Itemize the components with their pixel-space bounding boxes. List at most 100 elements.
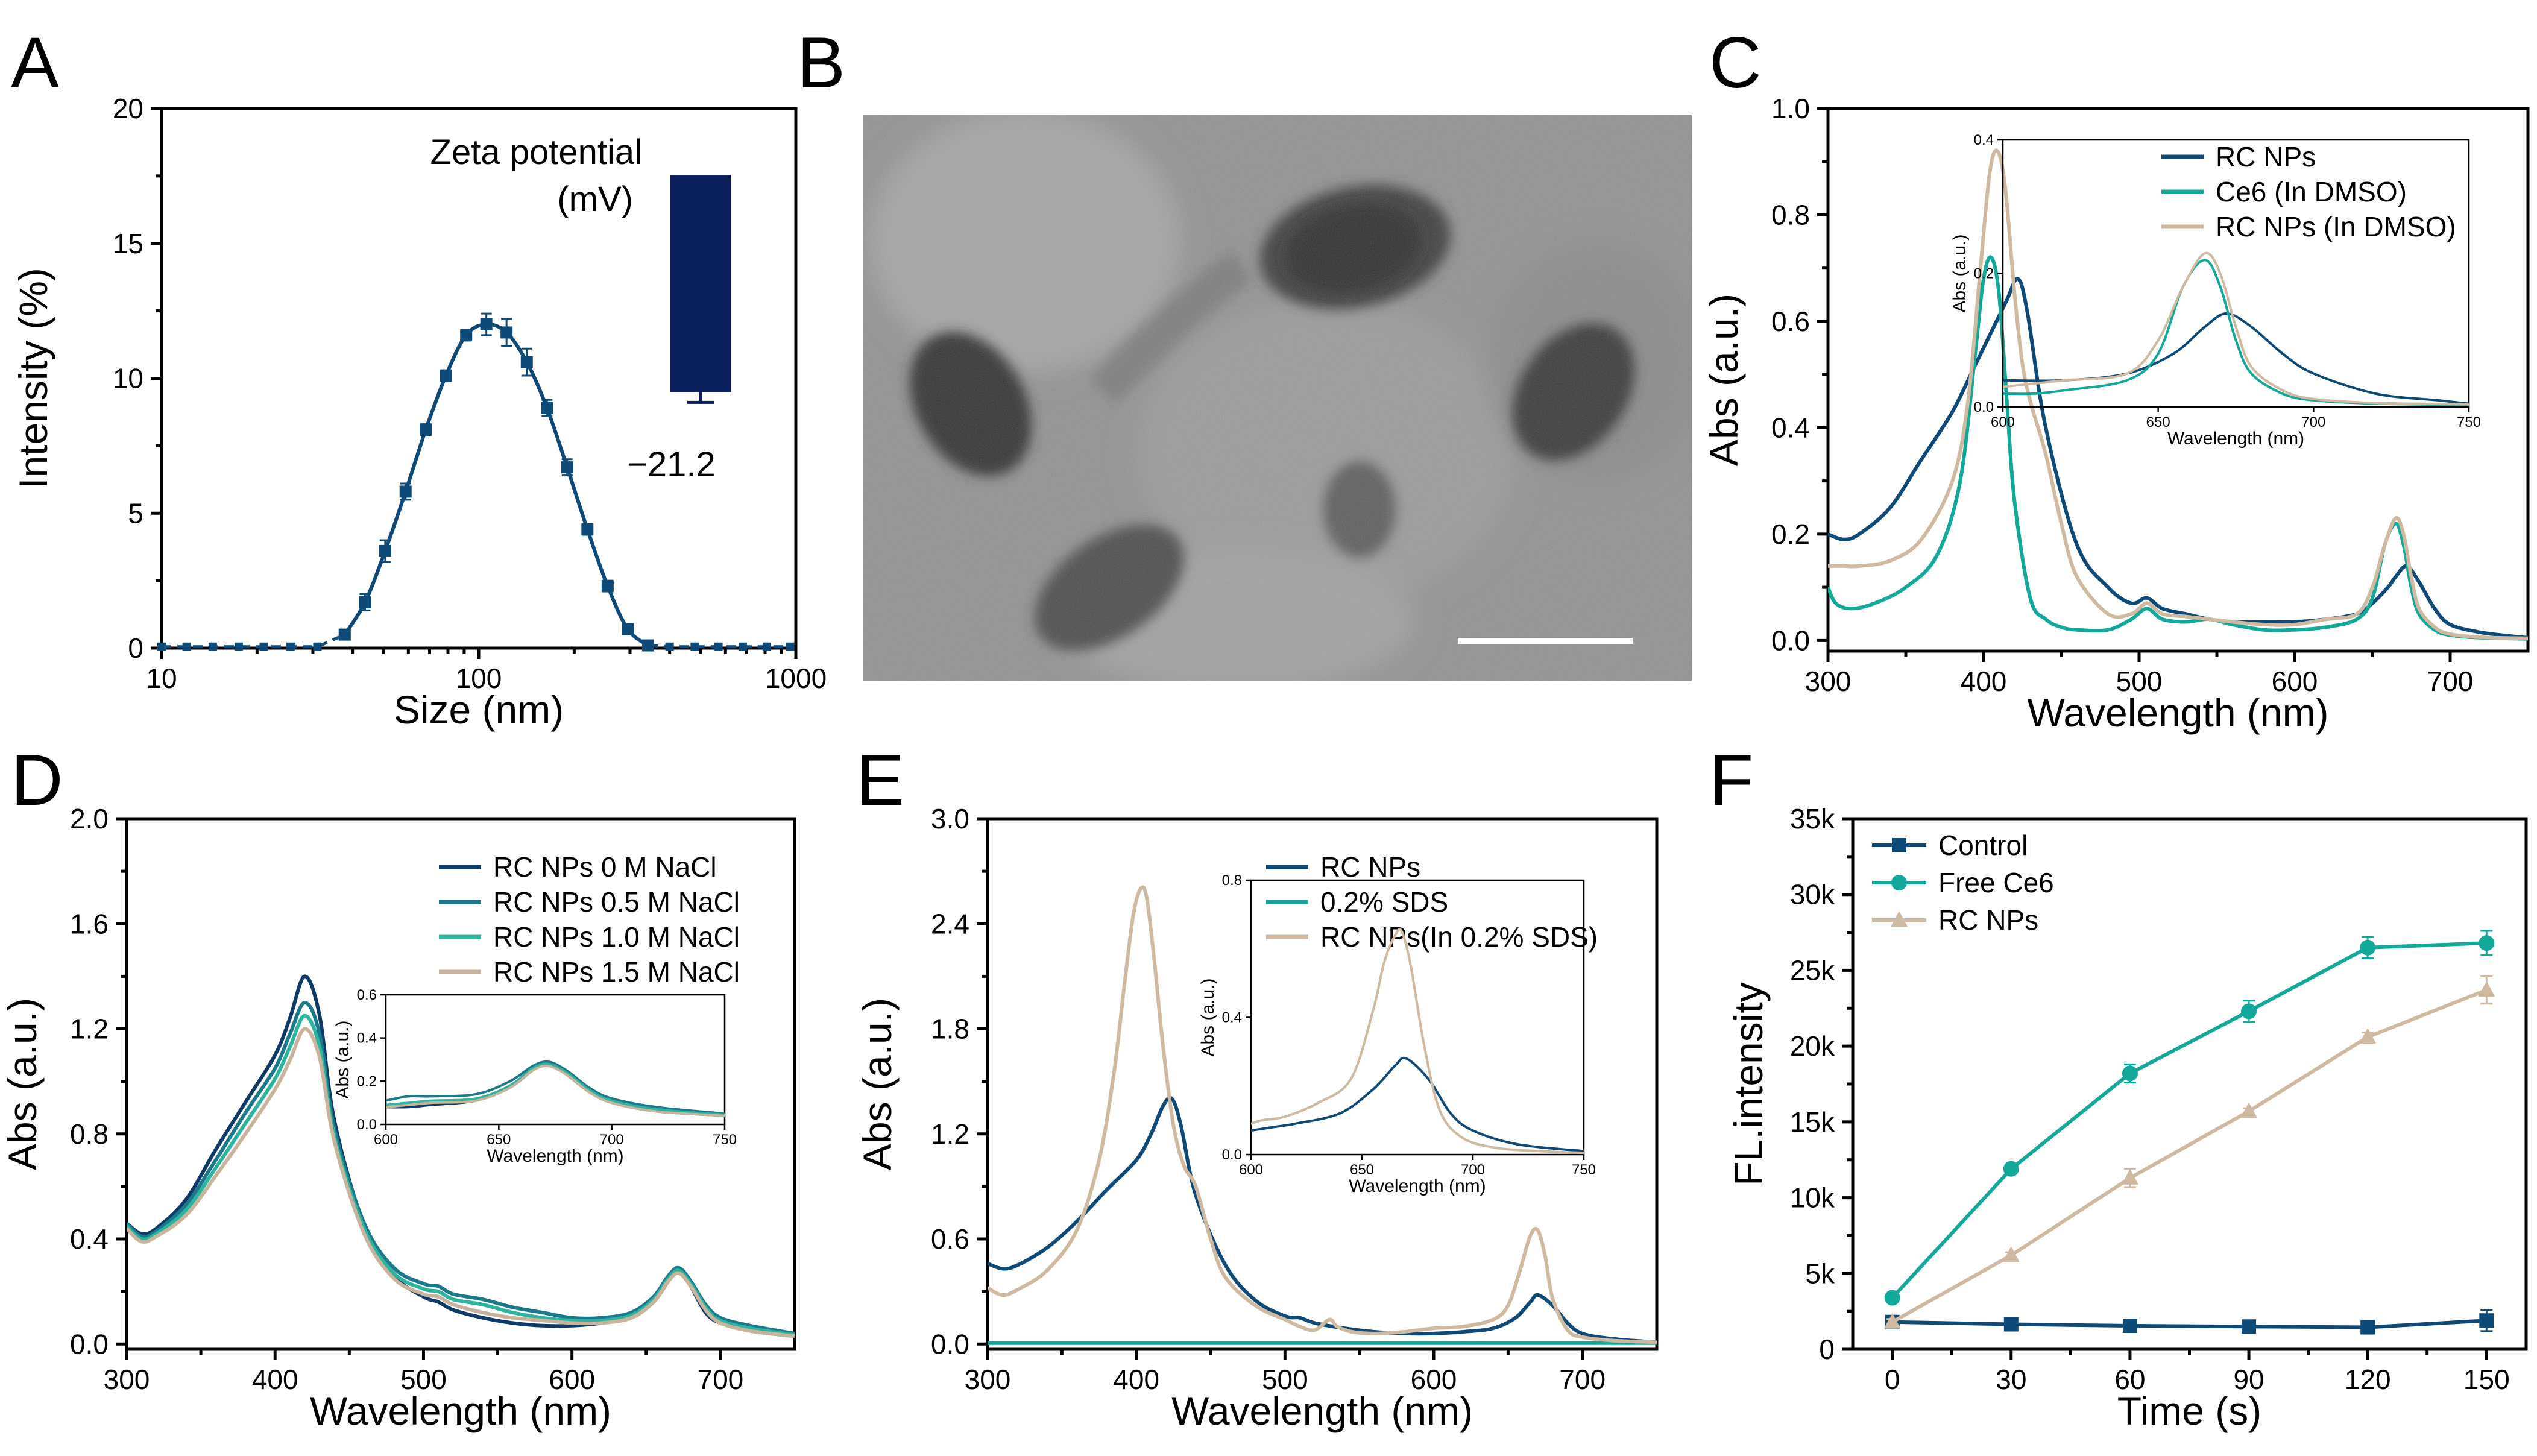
x-axis-title: Wavelength (nm) [1349, 1176, 1486, 1196]
y-tick-label: 0.6 [357, 987, 377, 1003]
zeta-title-line1: Zeta potential [430, 133, 642, 172]
chart-c-uv-vis: 300 400 500 600 700 0.0 0.2 0.4 0.6 0.8 1.0 Wavelen… [1701, 93, 2530, 735]
x-axis-title: Size (nm) [394, 687, 564, 732]
x-tick-label: 300 [965, 1364, 1011, 1395]
x-tick-label: 700 [1559, 1364, 1606, 1395]
x-tick-label: 750 [1572, 1162, 1596, 1178]
inset-line-rc-nps-1-0-m-nacl [386, 1062, 725, 1116]
legend-label: RC NPs 1.0 M NaCl [493, 921, 740, 953]
x-tick-label: 650 [1350, 1162, 1374, 1178]
data-point [1884, 1290, 1900, 1306]
legend-label: RC NPs (In DMSO) [2216, 211, 2456, 242]
series-group [127, 974, 795, 1338]
data-point [480, 318, 493, 330]
zeta-bar [670, 175, 731, 392]
panel-letter-d: D [11, 740, 63, 821]
series-line-rc-nps-1-0-m-nacl [127, 1013, 795, 1337]
series-group [1828, 148, 2528, 641]
legend-label: RC NPs [1938, 904, 2038, 936]
data-point [2359, 1028, 2377, 1044]
y-axis-title: Intensity (%) [11, 268, 55, 489]
y-axis-title: Abs (a.u.) [0, 998, 45, 1170]
series-line-rc-nps-0-m-nacl [127, 974, 795, 1338]
x-tick-label: 0 [1885, 1364, 1900, 1395]
x-axis-title: Wavelength (nm) [487, 1146, 623, 1166]
legend-label: Free Ce6 [1938, 867, 2054, 898]
data-point [581, 523, 594, 536]
scale-bar [1458, 638, 1633, 644]
panel-letter-e: E [856, 740, 904, 821]
data-point [338, 628, 351, 641]
y-tick-label: 0.2 [1771, 518, 1810, 550]
data-point [460, 329, 473, 341]
y-tick-label: 0.6 [931, 1223, 969, 1255]
zeta-value-label: −21.2 [627, 445, 716, 484]
data-point [2122, 1319, 2137, 1334]
x-tick-label: 300 [104, 1364, 150, 1395]
chart-d-nacl-stability: 300 400 500 600 700 0.0 0.4 0.8 1.2 1.6 2.0 Wavelen… [0, 803, 796, 1433]
x-tick-label: 750 [2457, 414, 2481, 430]
data-point [2479, 1313, 2494, 1328]
data-point [665, 642, 674, 651]
y-tick-label: 0.2 [1974, 266, 1994, 282]
data-point [541, 402, 553, 414]
y-tick-label: 35k [1790, 803, 1835, 834]
chart-e-sds: 300 400 500 600 700 0.0 0.6 1.2 1.8 2.4 3.0 Wavelen… [855, 803, 1659, 1433]
data-point [313, 642, 322, 651]
y-tick-label: 0.2 [357, 1073, 377, 1089]
data-point [2479, 935, 2495, 951]
y-axis-title: FL.intensity [1726, 982, 1771, 1185]
series-line-rc-nps [1891, 988, 2488, 1324]
data-point [259, 642, 268, 651]
plot-frame [1851, 817, 2528, 1351]
data-point [2003, 1317, 2019, 1332]
inset-line-rc-nps [1251, 1056, 1584, 1153]
x-tick-label: 700 [1461, 1162, 1485, 1178]
inset-series-group [386, 1060, 725, 1117]
x-tick-label: 650 [487, 1132, 511, 1148]
plot-frame [125, 817, 796, 1351]
plot-frame [986, 817, 1659, 1351]
x-tick-label: 400 [1113, 1364, 1159, 1395]
series-line-intensity [343, 322, 649, 647]
chart-f-fluorescence: 0 30 60 90 120 150 0 5k 10k 15k 20k 25k 30k 35k Time (… [1726, 803, 2528, 1433]
y-tick-label: 0.4 [1974, 132, 1994, 148]
legend-marker [1891, 875, 1907, 890]
legend-label: RC NPs 0 M NaCl [493, 851, 717, 883]
series-line-free-ce6 [1891, 941, 2487, 1299]
data-point [157, 642, 166, 651]
series-line-control [1892, 1319, 2487, 1329]
data-point [641, 639, 654, 652]
series-line-rc-nps-1-5-m-nacl [127, 1027, 795, 1338]
y-tick-label: 1.8 [931, 1013, 969, 1045]
x-tick-label: 150 [2463, 1364, 2510, 1395]
x-axis-title: Time (s) [2117, 1388, 2262, 1433]
legend-label: RC NPs 1.5 M NaCl [493, 956, 740, 988]
x-tick-label: 300 [1805, 666, 1852, 697]
data-point [714, 642, 723, 651]
y-tick-label: 2.4 [931, 908, 969, 939]
plot-frame [1826, 107, 2530, 653]
y-axis-title: Abs (a.u.) [1198, 978, 1218, 1056]
y-tick-label: 30k [1790, 879, 1835, 910]
inset-line-rc-nps-in-dmso- [2003, 251, 2469, 406]
data-point [2360, 1320, 2375, 1335]
inset-line-rc-nps-1-5-m-nacl [386, 1065, 725, 1117]
data-point [359, 596, 371, 608]
data-point [601, 580, 614, 593]
x-tick-label: 750 [713, 1132, 737, 1148]
x-tick-label: 60 [2114, 1364, 2145, 1395]
y-tick-label: 10 [113, 363, 143, 394]
x-tick-label: 600 [1411, 1364, 1457, 1395]
legend-label: RC NPs [1320, 851, 1420, 883]
x-tick-label: 400 [252, 1364, 298, 1395]
data-point [2003, 1161, 2019, 1177]
x-tick-label: 30 [1996, 1364, 2026, 1395]
data-point [690, 642, 699, 651]
data-point [2240, 1102, 2258, 1118]
y-tick-label: 0.0 [357, 1117, 377, 1133]
inset-line-ce6-in-dmso- [2003, 259, 2469, 406]
x-axis-title: Wavelength (nm) [2027, 690, 2328, 735]
y-tick-label: 0.0 [1222, 1147, 1242, 1163]
